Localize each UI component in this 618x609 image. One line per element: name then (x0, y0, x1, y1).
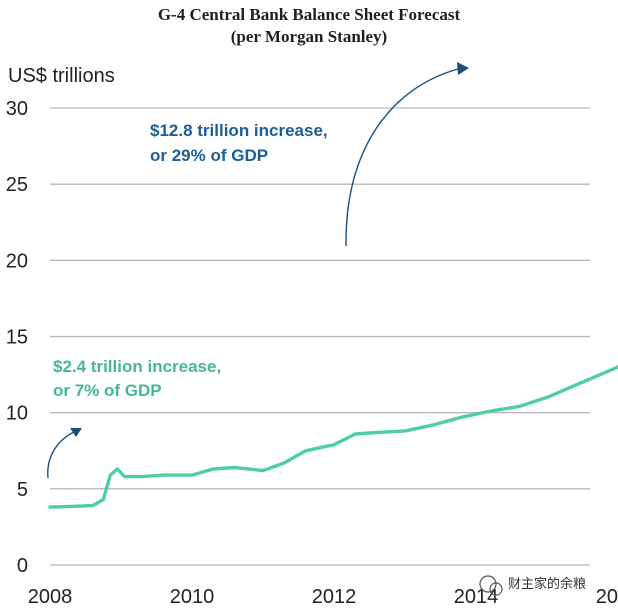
chart-title: G-4 Central Bank Balance Sheet Forecast (158, 5, 461, 24)
x-tick-label: 2012 (312, 586, 357, 608)
x-tick-label: 2014 (454, 586, 499, 608)
chart-subtitle: (per Morgan Stanley) (231, 27, 387, 46)
y-tick-label: 0 (17, 555, 28, 577)
x-tick-label: 2016 (596, 586, 618, 608)
y-tick-label: 30 (6, 98, 28, 120)
annotation-early-arrow (47, 428, 82, 479)
balance-sheet-line (48, 365, 618, 509)
y-axis-ticks: 0 5 10 15 20 25 30 (6, 98, 28, 577)
y-tick-label: 5 (17, 479, 28, 501)
x-tick-label: 2008 (28, 586, 73, 608)
annotation-late-line1: $12.8 trillion increase, (150, 121, 328, 140)
gridlines (50, 107, 590, 566)
y-tick-label: 15 (6, 327, 28, 349)
annotation-early-line2: or 7% of GDP (53, 381, 162, 400)
y-tick-label: 10 (6, 403, 28, 425)
x-tick-label: 2010 (170, 586, 215, 608)
y-tick-label: 20 (6, 250, 28, 272)
watermark: 财主家的余粮 (479, 575, 586, 596)
annotation-late-arrow (345, 62, 469, 247)
y-axis-unit-label: US$ trillions (8, 65, 115, 87)
watermark-text: 财主家的余粮 (508, 576, 586, 592)
annotation-late-line2: or 29% of GDP (150, 146, 268, 165)
annotation-early-line1: $2.4 trillion increase, (53, 357, 221, 376)
y-tick-label: 25 (6, 174, 28, 196)
